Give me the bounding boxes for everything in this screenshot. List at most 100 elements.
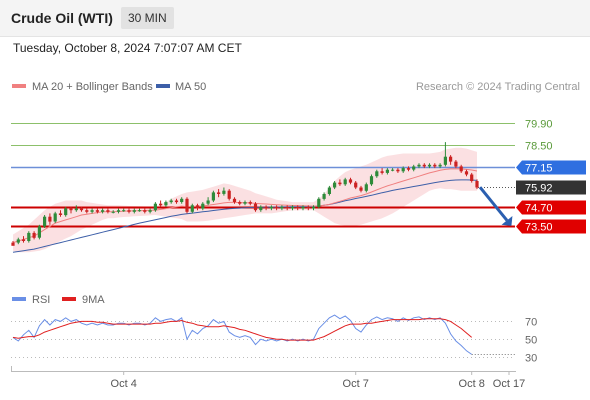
candle-body <box>375 171 379 177</box>
candle-body <box>301 206 305 209</box>
candle-body <box>391 169 395 171</box>
candle-body <box>290 206 295 209</box>
ma20-legend-label: MA 20 + Bollinger Bands <box>32 81 153 93</box>
ma20-legend-swatch <box>12 84 26 88</box>
interval-button[interactable]: 30 MIN <box>121 7 174 29</box>
x-tick-label: Oct 4 <box>111 378 137 390</box>
support-level-label: 73.50 <box>525 222 553 234</box>
candle-body <box>116 210 121 212</box>
candle-body <box>433 164 437 167</box>
candle-body <box>85 210 89 212</box>
target-level-label: 79.90 <box>525 119 553 131</box>
candle-body <box>327 187 331 194</box>
projection-arrow-head <box>501 215 513 226</box>
candle-body <box>37 226 41 238</box>
support-level-tag <box>516 219 586 234</box>
rsi-tick-label: 50 <box>525 335 537 347</box>
candle-body <box>101 210 105 212</box>
ma50-line <box>12 179 478 253</box>
candle-body <box>227 190 231 199</box>
candle-body <box>48 216 52 222</box>
candle-body <box>132 210 136 212</box>
candle-body <box>412 166 416 170</box>
candle-body <box>106 210 110 212</box>
candle-body <box>164 202 168 206</box>
rsi-legend-swatch <box>12 297 26 301</box>
ma50-legend-label: MA 50 <box>175 81 206 93</box>
candle-body <box>359 187 363 191</box>
x-tick-label: Oct 7 <box>343 378 369 390</box>
candles-layer <box>11 142 479 246</box>
candle-body <box>58 213 63 215</box>
x-axis: Oct 4 Oct 7 Oct 8 Oct 17 <box>11 366 525 390</box>
candle-body <box>354 182 358 188</box>
candle-body <box>190 205 194 212</box>
target-level-label: 78.50 <box>525 141 553 153</box>
candle-body <box>285 206 289 209</box>
rsi-tick-label: 30 <box>525 353 537 365</box>
candle-body <box>95 210 99 212</box>
bollinger-layer <box>13 147 477 253</box>
candle-body <box>306 206 310 209</box>
candle-body <box>180 198 184 202</box>
candle-body <box>201 203 205 209</box>
candle-body <box>32 232 36 238</box>
rsi-ma-legend-label: 9MA <box>82 294 105 306</box>
bollinger-band <box>13 147 477 253</box>
rsi-legend-label: RSI <box>32 294 50 306</box>
candle-body <box>396 169 400 172</box>
candle-body <box>69 208 73 211</box>
x-tick-label: Oct 17 <box>493 378 525 390</box>
candle-body <box>148 210 152 212</box>
support-level-tag <box>516 200 586 215</box>
candle-body <box>454 161 458 167</box>
candle-body <box>275 206 279 209</box>
candle-body <box>296 206 300 209</box>
candle-body <box>153 203 157 211</box>
projection-arrow-shaft <box>478 186 509 222</box>
current-price-label: 75.92 <box>525 183 553 195</box>
candle-body <box>27 232 31 241</box>
candle-body <box>143 210 147 212</box>
candle-body <box>401 168 405 172</box>
candle-body <box>79 208 84 211</box>
overlay-layer <box>478 186 513 226</box>
candle-body <box>90 210 94 212</box>
candle-body <box>369 176 374 185</box>
rsi-ma-legend-swatch <box>62 297 76 301</box>
candle-body <box>53 213 57 222</box>
candle-body <box>317 198 321 207</box>
candle-body <box>459 166 463 172</box>
candle-body <box>422 164 426 167</box>
candle-body <box>449 156 453 162</box>
candle-body <box>269 206 273 209</box>
ma50-legend-swatch <box>156 84 170 88</box>
support-level-label: 74.70 <box>525 203 553 215</box>
candle-body <box>211 192 215 201</box>
candle-body <box>243 202 247 204</box>
candle-body <box>443 156 447 165</box>
candle-body <box>74 208 78 211</box>
rsi-layer: 70 50 30 <box>11 314 537 365</box>
header-bar: Crude Oil (WTI) 30 MIN <box>0 0 590 37</box>
candle-body <box>11 242 15 246</box>
candle-body <box>206 200 210 204</box>
levels-layer: 79.90 78.50 77.15 75.92 74.70 73.50 <box>11 119 586 234</box>
current-price-tag <box>516 180 586 195</box>
instrument-title: Crude Oil (WTI) <box>11 10 113 26</box>
candle-body <box>137 210 142 212</box>
pivot-level-tag <box>516 160 586 175</box>
candle-body <box>470 174 474 181</box>
candle-body <box>122 210 126 212</box>
candle-body <box>311 206 316 209</box>
candle-body <box>195 205 200 209</box>
candle-body <box>248 202 252 204</box>
x-tick-label: Oct 8 <box>459 378 485 390</box>
candle-body <box>406 168 411 170</box>
candle-body <box>64 208 68 216</box>
pivot-level-label: 77.15 <box>525 163 553 175</box>
candle-body <box>16 239 20 243</box>
candle-body <box>280 206 284 209</box>
